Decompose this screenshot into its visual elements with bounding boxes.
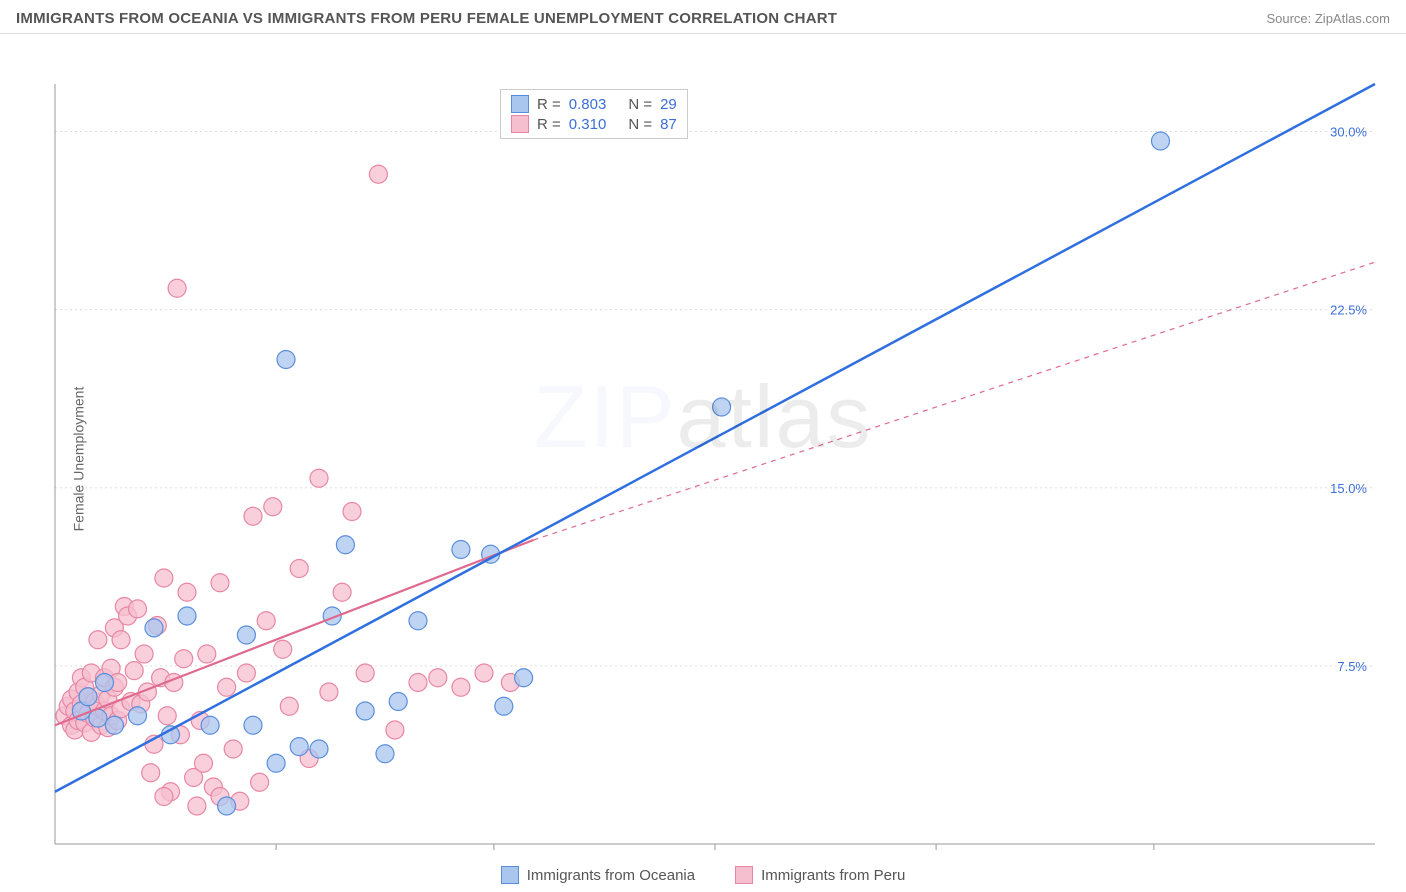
svg-text:15.0%: 15.0% bbox=[1330, 481, 1367, 496]
source-prefix: Source: bbox=[1266, 11, 1314, 26]
chart-title: IMMIGRANTS FROM OCEANIA VS IMMIGRANTS FR… bbox=[16, 10, 837, 27]
svg-text:30.0%: 30.0% bbox=[1330, 125, 1367, 140]
r-label: R = bbox=[537, 96, 561, 113]
r-value-peru: 0.310 bbox=[569, 116, 607, 133]
legend-label-peru: Immigrants from Peru bbox=[761, 867, 905, 884]
source-attribution: Source: ZipAtlas.com bbox=[1266, 11, 1390, 26]
n-value-oceania: 29 bbox=[660, 96, 677, 113]
chart-header: IMMIGRANTS FROM OCEANIA VS IMMIGRANTS FR… bbox=[0, 0, 1406, 33]
svg-text:0.0%: 0.0% bbox=[55, 853, 87, 854]
legend-swatch-oceania bbox=[501, 866, 519, 884]
scatter-plot-svg: 7.5% 15.0% 22.5% 30.0% 0.0% 40.0% bbox=[0, 34, 1406, 854]
r-label: R = bbox=[537, 116, 561, 133]
legend-label-oceania: Immigrants from Oceania bbox=[527, 867, 695, 884]
series-legend: Immigrants from Oceania Immigrants from P… bbox=[0, 866, 1406, 884]
legend-swatch-peru bbox=[735, 866, 753, 884]
swatch-oceania bbox=[511, 95, 529, 113]
y-axis-label: Female Unemployment bbox=[70, 387, 86, 532]
r-value-oceania: 0.803 bbox=[569, 96, 607, 113]
stats-row-oceania: R = 0.803 N = 29 bbox=[511, 94, 677, 114]
n-label: N = bbox=[628, 116, 652, 133]
source-name: ZipAtlas.com bbox=[1315, 11, 1390, 26]
chart-area: Female Unemployment ZIPatlas 7.5%15.0%22… bbox=[0, 34, 1406, 884]
n-value-peru: 87 bbox=[660, 116, 677, 133]
svg-text:7.5%: 7.5% bbox=[1337, 659, 1367, 674]
swatch-peru bbox=[511, 115, 529, 133]
legend-item-peru: Immigrants from Peru bbox=[735, 866, 905, 884]
n-label: N = bbox=[628, 96, 652, 113]
correlation-stats-legend: R = 0.803 N = 29 R = 0.310 N = 87 bbox=[500, 89, 688, 139]
legend-item-oceania: Immigrants from Oceania bbox=[501, 866, 695, 884]
stats-row-peru: R = 0.310 N = 87 bbox=[511, 114, 677, 134]
svg-text:22.5%: 22.5% bbox=[1330, 303, 1367, 318]
svg-text:40.0%: 40.0% bbox=[1335, 853, 1375, 854]
